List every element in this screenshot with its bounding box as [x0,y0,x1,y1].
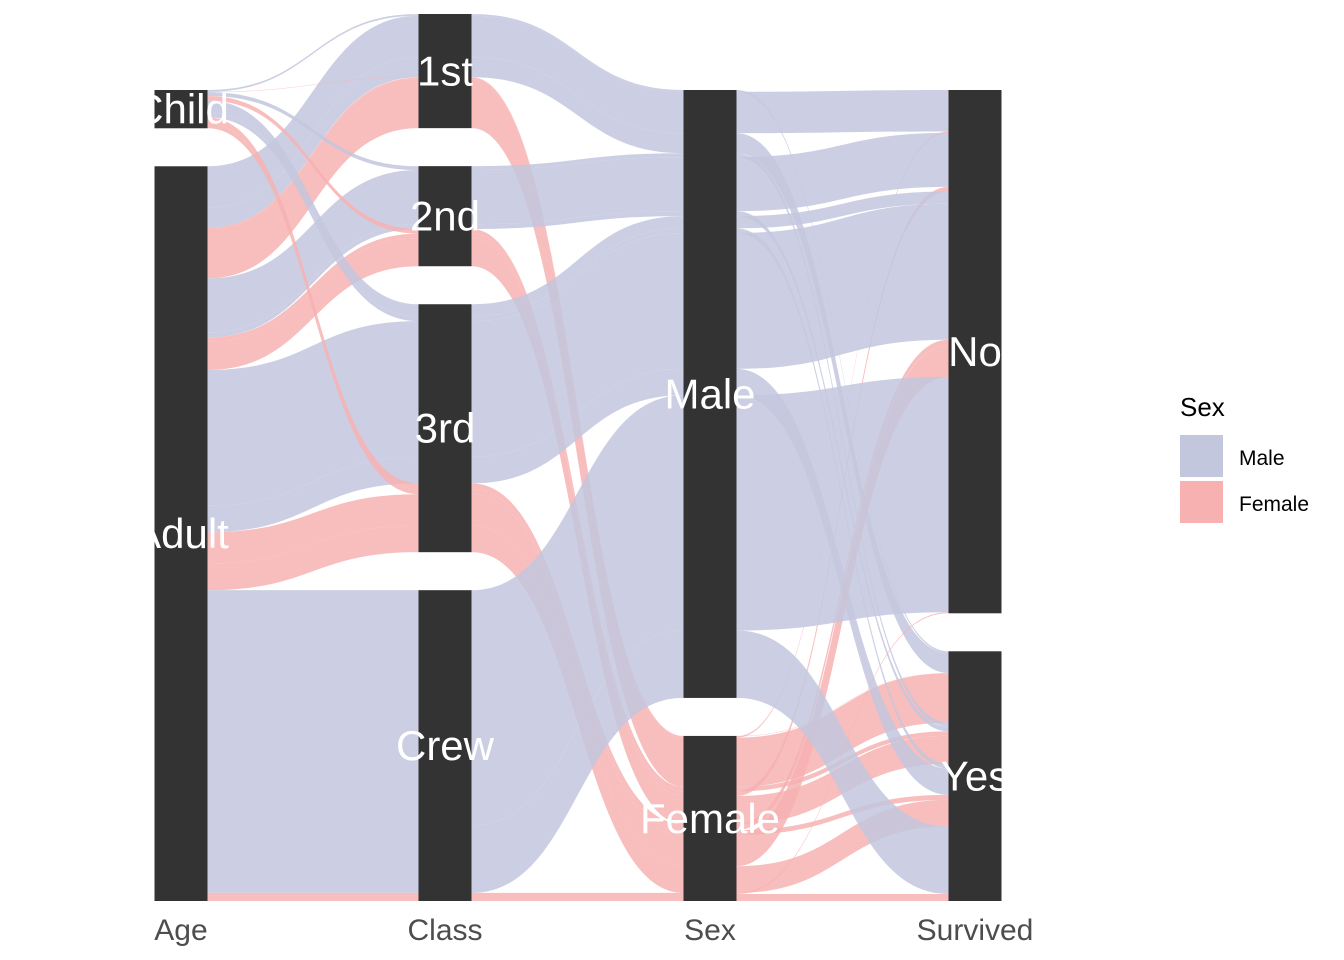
flow-sex-survived-14 [736,203,949,369]
stratum-label-survived-no: No [948,328,1002,375]
stratum-age-adult [154,166,208,901]
stratum-survived-no [948,90,1002,614]
legend-key-male [1180,435,1223,477]
flow-age-class-14 [207,321,419,506]
flow-age-class-19 [207,525,419,591]
flow-age-class-5 [207,78,419,279]
stratum-label-class-3rd: 3rd [415,405,476,452]
flow-class-sex-23 [471,893,684,901]
flow-sex-survived-22 [736,612,949,894]
flow-age-class-3 [207,77,419,93]
stratum-class-3rd [418,304,472,553]
x-axis-ticks: Age Class Sex Survived [154,914,1033,947]
flow-age-class-0 [207,14,419,92]
stratum-label-sex-male: Male [664,370,755,417]
x-tick-survived: Survived [917,914,1034,947]
stratum-label-class-crew: Crew [396,722,495,769]
stratum-class-2nd [418,166,472,267]
flow-class-sex-15 [471,368,684,484]
flow-age-class-15 [207,457,419,533]
flow-sex-survived-3 [736,673,949,737]
flow-age-class-23 [207,893,419,901]
flow-age-class-8 [207,224,419,338]
flow-sex-survived-17 [736,794,949,835]
stratum-label-age-child: Child [133,86,229,133]
flow-sex-survived-1 [736,90,949,134]
stratum-sex-female [683,735,737,901]
flow-sex-survived-7 [736,132,949,212]
stratum-sex-male [683,90,737,698]
flows-layer [207,14,949,901]
flow-age-class-9 [207,95,419,234]
stratum-class-1st [418,14,472,129]
flow-class-sex-21 [471,630,684,893]
flow-age-class-6 [207,92,419,171]
flow-class-sex-7 [471,157,684,225]
flow-age-class-18 [207,494,419,564]
stratum-label-survived-yes: Yes [941,753,1010,800]
flow-age-class-2 [207,57,419,228]
legend: Sex Male Female [1180,392,1309,523]
flow-age-class-22 [207,892,419,894]
stratum-label-class-1st: 1st [417,48,473,95]
flow-age-class-13 [207,112,419,322]
flow-sex-survived-12 [736,191,949,229]
stratum-survived-yes [948,651,1002,901]
x-tick-sex: Sex [684,914,736,947]
legend-label-male: Male [1239,447,1285,470]
flow-age-class-10 [207,233,419,342]
legend-title: Sex [1180,392,1225,422]
flow-class-sex-20 [471,395,684,826]
flow-class-sex-8 [471,211,684,230]
stratum-age-child [154,90,208,129]
strata-layer: Child Adult 1st 2nd 3rd Crew Male Female No Yes [133,14,1009,901]
stratum-label-sex-female: Female [640,795,780,842]
flow-class-sex-2 [471,57,684,154]
flow-age-class-7 [207,170,419,333]
x-tick-class: Class [407,914,482,947]
flow-sex-survived-20 [736,376,949,631]
flow-class-sex-22 [471,892,684,894]
flow-class-sex-0 [471,14,684,92]
legend-key-female [1180,481,1223,523]
stratum-class-crew [418,590,472,901]
flow-class-sex-6 [471,153,684,171]
stratum-label-class-2nd: 2nd [410,193,480,240]
flow-age-class-17 [207,123,419,495]
flow-sex-survived-0 [736,90,949,654]
flow-sex-survived-23 [736,893,949,901]
flow-age-class-4 [207,77,419,230]
stratum-label-age-adult: Adult [133,510,229,557]
flow-class-sex-12 [471,216,684,317]
x-tick-age: Age [154,914,207,947]
flow-class-sex-1 [471,15,684,134]
flow-age-class-16 [207,117,419,490]
flow-class-sex-14 [471,232,684,458]
flow-age-class-21 [207,825,419,893]
flow-class-sex-13 [471,228,684,322]
legend-label-female: Female [1239,493,1309,516]
flow-age-class-20 [207,590,419,826]
flow-sex-survived-21 [736,630,949,894]
flow-age-class-12 [207,100,419,317]
